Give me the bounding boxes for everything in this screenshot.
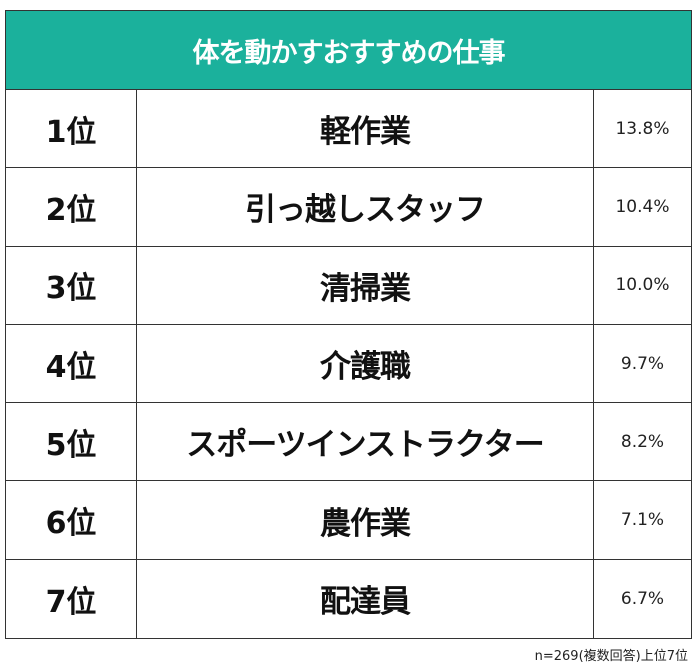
job-cell: スポーツインストラクター [137,403,594,481]
table-row: 6位 農作業 7.1% [6,481,691,560]
table-row: 7位 配達員 6.7% [6,559,691,639]
footnote: n=269(複数回答)上位7位 [534,649,688,664]
job-cell: 清掃業 [137,246,594,324]
rank-cell: 7位 [6,559,137,639]
percent-cell: 8.2% [620,431,665,452]
percent-cell: 10.0% [615,275,670,296]
table-title: 体を動かすおすすめの仕事 [6,11,691,90]
rank-cell: 2位 [6,168,137,246]
rank-cell: 4位 [6,324,137,403]
rank-cell: 1位 [6,90,137,168]
table-row: 2位 引っ越しスタッフ 10.4% [6,168,691,247]
table-row: 1位 軽作業 13.8% [6,90,691,169]
rank-cell: 6位 [6,481,137,559]
job-cell: 農作業 [137,481,594,559]
rank-cell: 3位 [6,246,137,324]
table-row: 4位 介護職 9.7% [6,324,691,404]
percent-cell: 10.4% [615,196,670,217]
rank-cell: 5位 [6,403,137,481]
job-cell: 引っ越しスタッフ [137,168,594,246]
job-cell: 介護職 [137,324,594,403]
job-cell: 配達員 [137,559,594,639]
table-row: 5位 スポーツインストラクター 8.2% [6,403,691,482]
percent-cell: 7.1% [620,510,665,531]
table-row: 3位 清掃業 10.0% [6,246,691,325]
ranking-table: 体を動かすおすすめの仕事 1位 軽作業 13.8% 2位 引っ越しスタッフ 10… [5,10,692,640]
percent-cell: 13.8% [615,118,670,139]
percent-cell: 9.7% [620,353,665,374]
job-cell: 軽作業 [137,90,594,168]
percent-cell: 6.7% [620,588,665,609]
